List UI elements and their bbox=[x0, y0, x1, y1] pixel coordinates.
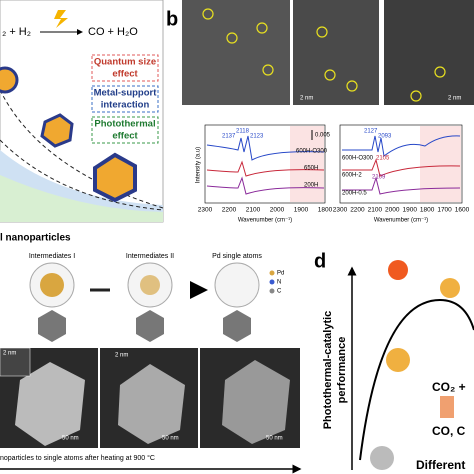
y-label: performance bbox=[336, 337, 348, 404]
scale-bar: 2 nm bbox=[115, 353, 128, 359]
peak: 2123 bbox=[250, 134, 264, 140]
scale: 0.005 bbox=[315, 133, 331, 139]
sample: 600H-O300 bbox=[342, 156, 374, 162]
sample: 200H-0.5 bbox=[342, 191, 367, 197]
x-tick-label: 1600 bbox=[455, 207, 470, 214]
peak: 2109 bbox=[372, 175, 386, 181]
scale-bar: 50 nm bbox=[62, 436, 79, 442]
y-label: Intensity (a.u) bbox=[196, 147, 202, 183]
stage: Pd single atoms bbox=[212, 253, 262, 260]
x-tick-label: 1800 bbox=[318, 207, 333, 214]
effect: Quantum size bbox=[94, 57, 156, 68]
label: Different bbox=[416, 458, 465, 472]
caption: noparticles to single atoms after heatin… bbox=[0, 454, 155, 462]
effect: interaction bbox=[101, 100, 150, 111]
sample: 200H bbox=[304, 183, 318, 189]
x-tick-label: 2200 bbox=[222, 207, 237, 214]
x-tick-label: 2000 bbox=[385, 207, 400, 214]
sample: 600H-O300 bbox=[296, 149, 328, 155]
effect: effect bbox=[112, 131, 138, 142]
x-tick-label: 2200 bbox=[350, 207, 365, 214]
peak: 2127 bbox=[364, 129, 378, 135]
caption: l nanoparticles bbox=[0, 233, 71, 244]
tem-image bbox=[293, 0, 379, 105]
panel-c: Intermediates I Intermediates II Pd sing… bbox=[0, 253, 302, 474]
tem-image bbox=[384, 0, 474, 105]
x-label: Wavenumber (cm⁻¹) bbox=[238, 218, 292, 224]
scale-bar: 2 nm bbox=[448, 96, 461, 102]
sample: 600H-2 bbox=[342, 173, 362, 179]
x-tick-label: 2100 bbox=[368, 207, 383, 214]
reactants: ₂ + H₂ bbox=[2, 26, 31, 38]
legend: C bbox=[277, 289, 282, 295]
products: CO + H₂O bbox=[88, 26, 138, 38]
panel-b: b 2 nm 2 nm 0.005 2118 2137 2123 600H-O3… bbox=[166, 0, 474, 224]
stage: Intermediates I bbox=[29, 253, 75, 260]
x-tick-label: 2000 bbox=[270, 207, 285, 214]
peak: 2105 bbox=[376, 156, 390, 162]
peak: 2137 bbox=[222, 134, 236, 140]
label: CO₂ + bbox=[432, 380, 466, 394]
sample: 650H bbox=[304, 166, 318, 172]
x-tick-label: 1900 bbox=[402, 207, 417, 214]
tem-image bbox=[182, 0, 290, 105]
label: CO, C bbox=[432, 424, 466, 438]
scale-bar: 2 nm bbox=[3, 351, 16, 357]
x-tick-label: 2100 bbox=[246, 207, 261, 214]
legend: Pd bbox=[277, 271, 284, 277]
x-tick-label: 2300 bbox=[333, 207, 348, 214]
effect: Metal-support bbox=[94, 88, 158, 99]
scale-bar: 2 nm bbox=[300, 96, 313, 102]
effect: effect bbox=[112, 69, 138, 80]
peak: 2093 bbox=[378, 134, 392, 140]
x-tick-label: 1800 bbox=[420, 207, 435, 214]
legend: N bbox=[277, 280, 281, 286]
x-tick-label: 2300 bbox=[198, 207, 213, 214]
panel-label: b bbox=[166, 8, 178, 30]
x-label: Wavenumber (cm⁻¹) bbox=[374, 218, 428, 224]
y-label: Photothermal-catalytic bbox=[322, 311, 334, 430]
x-tick-label: 1900 bbox=[294, 207, 309, 214]
stage: Intermediates II bbox=[126, 253, 174, 260]
effect: Photothermal bbox=[94, 119, 155, 130]
panel-a: ₂ + H₂ CO + H₂O Quantum size effect Meta… bbox=[0, 0, 164, 244]
panel-d: d Photothermal-catalytic performance CO₂… bbox=[314, 250, 474, 472]
peak: 2118 bbox=[236, 129, 250, 135]
panel-label: d bbox=[314, 250, 326, 272]
scale-bar: 50 nm bbox=[162, 436, 179, 442]
scale-bar: 50 nm bbox=[266, 436, 283, 442]
x-tick-label: 1700 bbox=[437, 207, 452, 214]
